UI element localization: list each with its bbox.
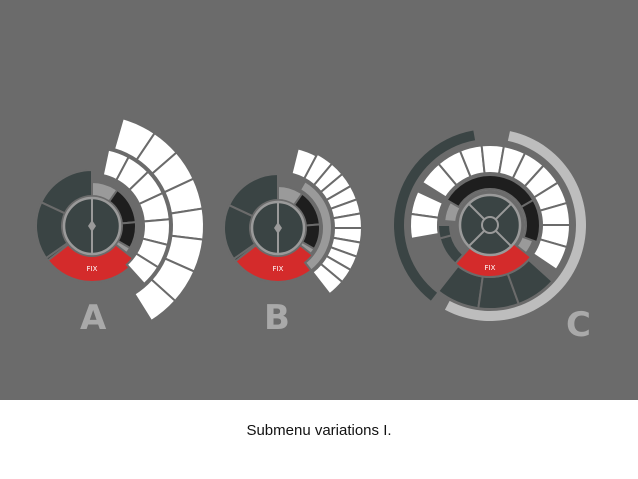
- menu-c-submenu-item[interactable]: [523, 164, 560, 199]
- menu-a-submenu-item[interactable]: [115, 155, 150, 192]
- menu-c-submenu-item[interactable]: [480, 144, 506, 175]
- variant-label-a: A: [80, 298, 107, 338]
- menu-c-submenu-item[interactable]: [538, 201, 572, 226]
- menu-a-submenu-item[interactable]: [150, 257, 196, 303]
- menu-c-submenu-item[interactable]: [532, 181, 569, 212]
- menu-b-submenu-item[interactable]: [311, 262, 344, 296]
- variant-label-b: B: [264, 298, 290, 338]
- menu-c-submenu-item[interactable]: [538, 224, 572, 249]
- menu-a-submenu-item[interactable]: [134, 237, 169, 269]
- radial-menus: FIX FIX FIX: [35, 117, 586, 323]
- menu-b-hub-diamond-icon: [274, 222, 282, 234]
- menu-a-black-segment[interactable]: [116, 221, 137, 250]
- menu-c-black-segment[interactable]: [445, 174, 535, 209]
- menu-c-dark-segment[interactable]: [436, 224, 453, 240]
- menu-a-submenu-item[interactable]: [150, 151, 195, 194]
- menu-b-submenu-item[interactable]: [290, 147, 318, 180]
- menu-c-submenu-item[interactable]: [458, 144, 486, 179]
- menu-b-black-segment[interactable]: [292, 192, 321, 227]
- menu-b-black-segment[interactable]: [300, 223, 321, 251]
- menu-a-submenu-item[interactable]: [125, 252, 160, 286]
- menu-a-submenu-item[interactable]: [141, 218, 171, 247]
- menu-a-fix-label: FIX: [87, 265, 98, 273]
- menu-b-gray-band[interactable]: [298, 179, 333, 272]
- menu-c-submenu-item[interactable]: [531, 238, 569, 272]
- menu-a-submenu-item[interactable]: [137, 191, 171, 223]
- menu-c-black-segment[interactable]: [519, 198, 541, 244]
- menu-a-submenu-item[interactable]: [133, 278, 177, 323]
- menu-a-submenu-item[interactable]: [112, 117, 157, 162]
- menu-a-black-segment[interactable]: [107, 188, 137, 225]
- menu-a-submenu-item[interactable]: [163, 177, 204, 215]
- caption: Submenu variations I.: [246, 422, 392, 439]
- menu-c-submenu-item[interactable]: [409, 212, 440, 241]
- variant-label-c: C: [566, 305, 591, 345]
- menu-c-outer-arc-dark[interactable]: [394, 130, 476, 301]
- menu-c-submenu-item[interactable]: [420, 162, 458, 199]
- menu-a-submenu-item[interactable]: [135, 131, 178, 175]
- menu-c-submenu-item[interactable]: [497, 145, 527, 180]
- menu-a-submenu-item[interactable]: [101, 148, 130, 182]
- menu-c-hub-center: [481, 216, 499, 234]
- menu-c-submenu-item[interactable]: [511, 151, 545, 188]
- menu-a-hub-diamond-icon: [88, 220, 96, 232]
- diagram-canvas: FIX FIX FIX A B C: [0, 0, 638, 400]
- menu-c-fix-label: FIX: [485, 264, 496, 272]
- menu-b-fix-label: FIX: [273, 265, 284, 273]
- menu-a-submenu-item[interactable]: [169, 207, 205, 241]
